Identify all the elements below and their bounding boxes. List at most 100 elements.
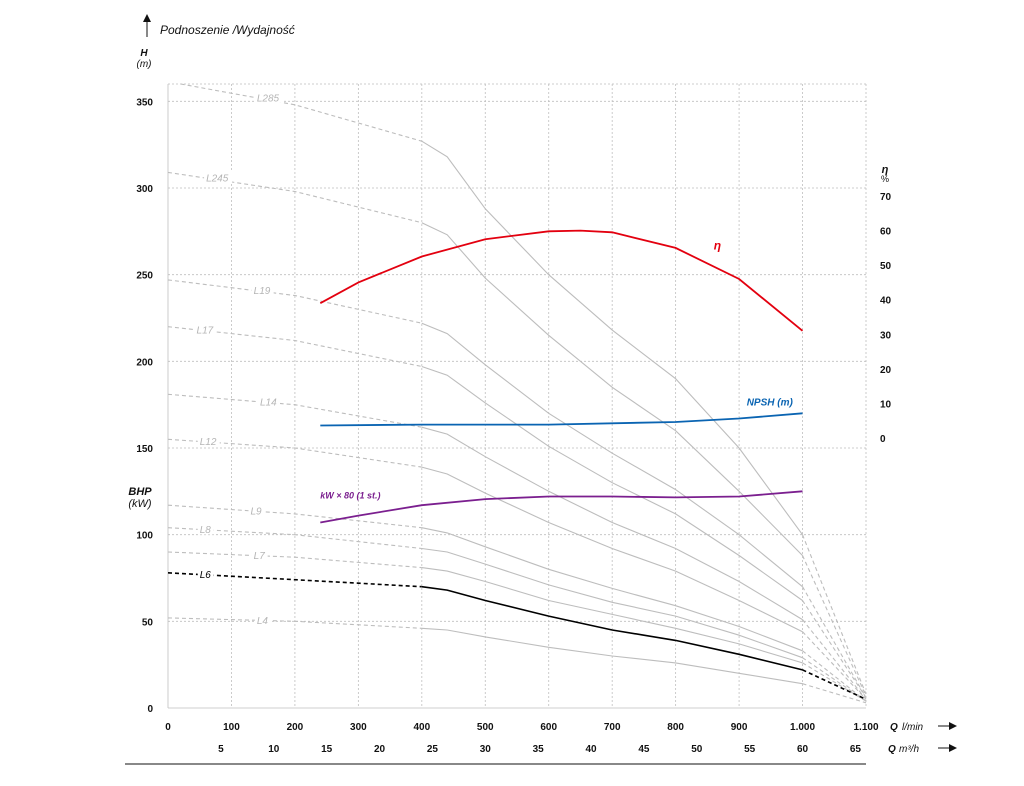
eta-axis-unit: % [881,174,889,184]
title-group: Podnoszenie /Wydajność [143,14,295,37]
x2-tick-label: 60 [797,744,809,755]
x2-tick-label: 35 [533,744,545,755]
x2-tick-label: 25 [427,744,439,755]
y-tick-label: 50 [142,617,154,628]
x-axis-unit-lmin: l/min [902,722,924,733]
bhp-axis-label: BHP [128,486,152,498]
head-curve-label: L8 [200,525,212,536]
head-curve-dashed-right [801,555,867,697]
x-tick-label: 700 [604,722,621,733]
head-curve-dashed-left [167,617,422,629]
head-curve-dashed-right [802,650,867,702]
head-curve-solid [421,222,803,556]
x-tick-label: 200 [287,722,304,733]
x-axis-arrowhead-icon [949,722,957,730]
head-curve-dashed-right [802,631,867,700]
head-curve-dashed-left [167,393,422,428]
head-curve-solid [421,527,803,652]
x2-tick-label: 5 [218,744,224,755]
x2-tick-label: 55 [744,744,756,755]
head-curve-l6: L6 [167,567,867,701]
x2-axis-label-m3h: Q m³/h [888,744,957,755]
head-curve-label: L17 [197,325,214,336]
eta-tick-label: 10 [880,399,892,410]
y-axis-unit: (m) [137,59,152,70]
head-curve-label-bg [251,548,268,561]
head-curve-label: L7 [254,551,266,562]
x-tick-label: 400 [413,722,430,733]
head-curve-dashed-right [802,619,867,700]
x-tick-label: 100 [223,722,240,733]
eta-tick-label: 60 [880,227,892,238]
x2-axis-arrowhead-icon [949,744,957,752]
head-curve-label-bg [197,522,214,535]
eta-tick-label: 50 [880,261,892,272]
eta-axis-label: η [882,164,889,176]
head-curve-label-bg [248,503,265,516]
y-tick-label: 150 [136,444,153,455]
head-curve-dashed-left [167,279,422,324]
head-curve-label: L12 [200,437,217,448]
grid [167,83,867,709]
head-curve-l17: L17 [167,322,867,698]
x2-tick-label: 15 [321,744,333,755]
x2-tick-label: 10 [268,744,280,755]
power-curve-label: kW × 80 (1 st.) [320,490,380,500]
head-curve-dashed-right [801,534,867,695]
head-curve-label: L19 [254,286,271,297]
eta-tick-label: 70 [880,192,892,203]
head-curve-label: L9 [250,506,262,517]
x-tick-label: 800 [667,722,684,733]
head-curve-solid [421,567,803,664]
x-axis-ticks: 0 100 200 300 400 500 600 700 800 900 1.000 1.100 [165,722,879,733]
x-tick-label: 0 [165,722,171,733]
eta-axis-ticks: 0 10 20 30 40 50 60 70 [880,192,892,445]
head-curve-dashed-left [167,504,422,529]
head-curve-l14: L14 [167,393,867,700]
performance-curves: η NPSH (m) kW × 80 (1 st.) [319,229,804,524]
head-curve-solid [421,547,803,659]
x-tick-label: 1.100 [853,722,878,733]
y-axis-ticks: 0 50 100 150 200 250 300 350 [136,97,153,715]
head-curve-solid [421,322,803,588]
head-curve-solid [421,627,803,685]
head-curve-l9: L9 [167,503,867,702]
head-curve-dashed-right [802,600,867,698]
head-curve-label-bg [197,434,220,447]
y-tick-label: 100 [136,531,153,542]
x-axis-label-q: Q [890,722,898,733]
y-tick-label: 350 [136,97,153,108]
head-curve-label-bg [254,90,283,103]
x-tick-label: 1.000 [790,722,815,733]
y-tick-label: 200 [136,357,153,368]
head-curve-label: L14 [260,397,277,408]
head-curve-label-bg [251,283,274,296]
x2-axis-unit-m3h: m³/h [899,744,919,755]
npsh-curve [320,412,803,427]
x-tick-label: 900 [731,722,748,733]
head-curve-label-bg [194,322,217,335]
head-curve-dashed-right [802,586,867,698]
head-curve-l4: L4 [167,613,867,704]
eta-tick-label: 40 [880,296,892,307]
head-curve-l19: L19 [167,279,867,698]
x-axis-label-lmin: Q l/min [890,722,957,733]
x-tick-label: 600 [540,722,557,733]
head-curve-label: L4 [257,616,269,627]
head-curve-solid [421,466,803,633]
x2-tick-label: 30 [480,744,492,755]
title-arrowhead-icon [143,14,151,22]
y-tick-label: 250 [136,271,153,282]
head-curve-label-bg [254,613,271,626]
head-curves: L285 L245 L19 L17 L14 L12 L9 L8 L7 L6 L4 [167,83,867,704]
efficiency-curve [319,229,804,332]
x2-axis-ticks: 5 10 15 20 25 30 35 40 45 50 55 60 65 [218,744,861,755]
x2-tick-label: 50 [691,744,703,755]
head-curve-l7: L7 [167,548,867,702]
eta-tick-label: 0 [880,434,886,445]
y-tick-label: 0 [147,704,153,715]
y-axis-label: H [140,48,148,59]
eta-tick-label: 30 [880,330,892,341]
power-curve [320,490,803,524]
